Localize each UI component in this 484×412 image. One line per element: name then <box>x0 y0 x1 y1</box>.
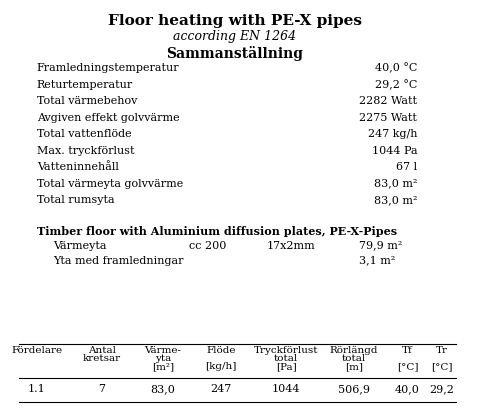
Text: [Pa]: [Pa] <box>276 362 297 371</box>
Text: Antal: Antal <box>88 346 116 355</box>
Text: [°C]: [°C] <box>431 362 452 371</box>
Text: 67 l: 67 l <box>396 162 417 172</box>
Text: yta: yta <box>155 354 171 363</box>
Text: 2282 Watt: 2282 Watt <box>359 96 417 106</box>
Text: Vatteninnehåll: Vatteninnehåll <box>37 162 119 172</box>
Text: total: total <box>274 354 298 363</box>
Text: [°C]: [°C] <box>397 362 418 371</box>
Text: 1044: 1044 <box>272 384 301 394</box>
Text: Värmeyta: Värmeyta <box>53 241 107 250</box>
Text: 1.1: 1.1 <box>28 384 46 394</box>
Text: Tryckförlust: Tryckförlust <box>254 346 318 355</box>
Text: 2275 Watt: 2275 Watt <box>359 112 417 122</box>
Text: Värme-: Värme- <box>145 346 182 355</box>
Text: 506,9: 506,9 <box>338 384 370 394</box>
Text: 247 kg/h: 247 kg/h <box>368 129 417 139</box>
Text: Total värmebehov: Total värmebehov <box>37 96 137 106</box>
Text: 247: 247 <box>211 384 232 394</box>
Text: kretsar: kretsar <box>83 354 121 363</box>
Text: Total rumsyta: Total rumsyta <box>37 195 115 205</box>
Text: Yta med framledningar: Yta med framledningar <box>53 255 184 265</box>
Text: Returtemperatur: Returtemperatur <box>37 80 133 89</box>
Text: Timber floor with Aluminium diffusion plates, PE-X-Pipes: Timber floor with Aluminium diffusion pl… <box>37 225 397 236</box>
Text: 83,0 m²: 83,0 m² <box>374 178 417 189</box>
Text: Tr: Tr <box>436 346 447 355</box>
Text: 17x2mm: 17x2mm <box>267 241 316 250</box>
Text: Framledningstemperatur: Framledningstemperatur <box>37 63 180 73</box>
Text: 1044 Pa: 1044 Pa <box>372 145 417 155</box>
Text: 83,0: 83,0 <box>151 384 175 394</box>
Text: 40,0: 40,0 <box>395 384 420 394</box>
Text: [kg/h]: [kg/h] <box>206 362 237 371</box>
Text: 83,0 m²: 83,0 m² <box>374 195 417 205</box>
Text: total: total <box>342 354 366 363</box>
Text: Floor heating with PE-X pipes: Floor heating with PE-X pipes <box>108 14 362 28</box>
Text: Total vattenflöde: Total vattenflöde <box>37 129 132 139</box>
Text: 29,2 °C: 29,2 °C <box>375 80 417 90</box>
Text: 3,1 m²: 3,1 m² <box>359 255 395 265</box>
Text: Max. tryckförlust: Max. tryckförlust <box>37 145 135 155</box>
Text: [m²]: [m²] <box>152 362 174 371</box>
Text: Sammanställning: Sammanställning <box>166 46 303 61</box>
Text: Tf: Tf <box>402 346 413 355</box>
Text: Fördelare: Fördelare <box>11 346 62 355</box>
Text: [m]: [m] <box>345 362 363 371</box>
Text: 7: 7 <box>98 384 106 394</box>
Text: 79,9 m²: 79,9 m² <box>359 241 402 250</box>
Text: Rörlängd: Rörlängd <box>330 346 378 355</box>
Text: according EN 1264: according EN 1264 <box>173 30 296 43</box>
Text: 40,0 °C: 40,0 °C <box>375 63 417 74</box>
Text: Avgiven effekt golvvärme: Avgiven effekt golvvärme <box>37 112 180 122</box>
Text: 29,2: 29,2 <box>429 384 454 394</box>
Text: Total värmeyta golvvärme: Total värmeyta golvvärme <box>37 178 183 189</box>
Text: Flöde: Flöde <box>207 346 236 355</box>
Text: cc 200: cc 200 <box>189 241 227 250</box>
